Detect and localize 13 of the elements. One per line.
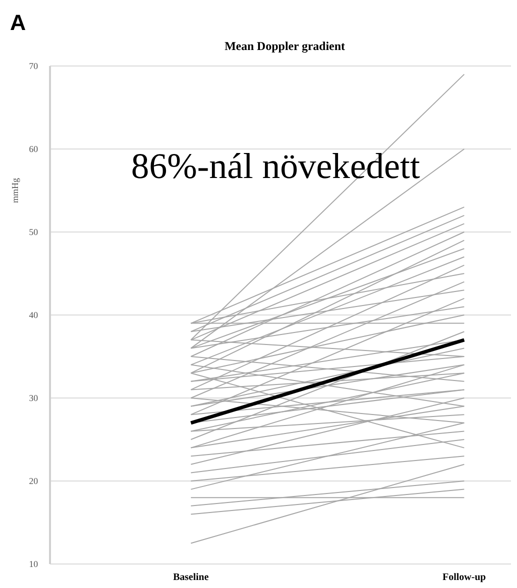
text: A: [10, 10, 26, 35]
x-tick-label: Follow-up: [442, 572, 486, 583]
y-tick-label: 30: [29, 393, 38, 404]
annotation: 86%-nál növekedett: [131, 146, 420, 186]
y-axis-title: mmHg: [10, 178, 20, 204]
y-tick-label: 50: [29, 227, 38, 238]
y-tick-label: 40: [29, 310, 38, 320]
chart-title: Mean Doppler gradient: [224, 39, 346, 53]
y-tick-label: 70: [29, 61, 38, 72]
y-tick-label: 60: [29, 144, 38, 154]
y-tick-label: 20: [29, 476, 38, 486]
x-tick-label: Baseline: [173, 572, 210, 583]
y-tick-label: 10: [29, 559, 38, 570]
